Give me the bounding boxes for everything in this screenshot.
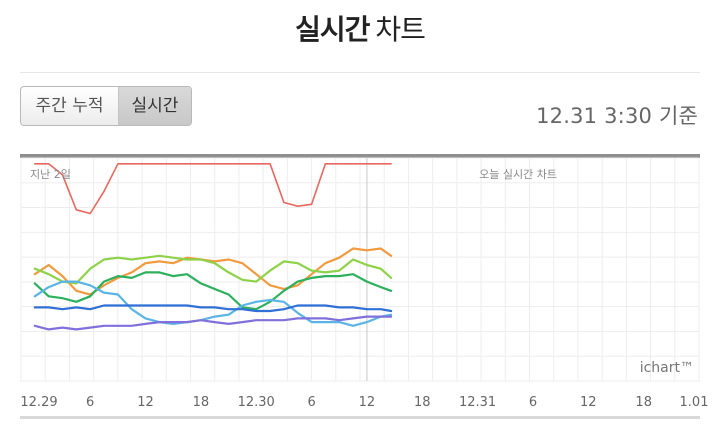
x-axis-ticks: 12.29 6 12 18 12.30 6 12 18 12.31 6 12 18 1.01 xyxy=(20,395,708,410)
x-tick-label: 1.01 xyxy=(680,395,709,410)
x-tick-label: 12 xyxy=(359,395,376,410)
chart-timestamp: 12.31 3:30 기준 xyxy=(536,104,698,128)
series-line-6 xyxy=(33,304,393,313)
series-lines xyxy=(33,163,393,331)
x-tick-label: 12.30 xyxy=(238,395,275,410)
x-tick-label: 18 xyxy=(414,395,431,410)
x-tick-label: 12.31 xyxy=(459,395,496,410)
chart-mode-toggle: 주간 누적 실시간 xyxy=(20,86,192,126)
series-line-7 xyxy=(33,315,393,331)
series-line-5 xyxy=(33,280,393,327)
realtime-line-chart: 지난 2일 오늘 실시간 차트 ichart™ 12.29 6 12 18 12.30 6… xyxy=(20,154,708,410)
tab-weekly-cumulative[interactable]: 주간 누적 xyxy=(21,87,119,125)
x-tick-label: 6 xyxy=(529,395,537,410)
series-line-3 xyxy=(33,254,393,285)
header-divider xyxy=(20,72,700,73)
annotation-today: 오늘 실시간 차트 xyxy=(479,168,557,181)
page-title-normal: 차트 xyxy=(375,13,426,46)
tab-realtime[interactable]: 실시간 xyxy=(119,87,191,125)
x-tick-label: 12.29 xyxy=(20,395,57,410)
page-title: 실시간 차트 xyxy=(0,8,720,48)
chart-bottom-rule xyxy=(20,416,700,419)
chart-watermark: ichart™ xyxy=(640,360,694,376)
annotation-past: 지난 2일 xyxy=(30,167,71,181)
x-tick-label: 12 xyxy=(137,395,154,410)
series-line-4 xyxy=(33,271,393,311)
series-line-1 xyxy=(33,163,392,215)
x-tick-label: 12 xyxy=(580,395,597,410)
x-tick-label: 18 xyxy=(635,395,652,410)
plot-top-bar xyxy=(20,154,700,158)
grid-lines xyxy=(20,157,700,382)
x-tick-label: 6 xyxy=(307,395,315,410)
x-tick-label: 6 xyxy=(86,395,94,410)
page-title-bold: 실시간 xyxy=(295,13,370,46)
x-tick-label: 18 xyxy=(193,395,210,410)
